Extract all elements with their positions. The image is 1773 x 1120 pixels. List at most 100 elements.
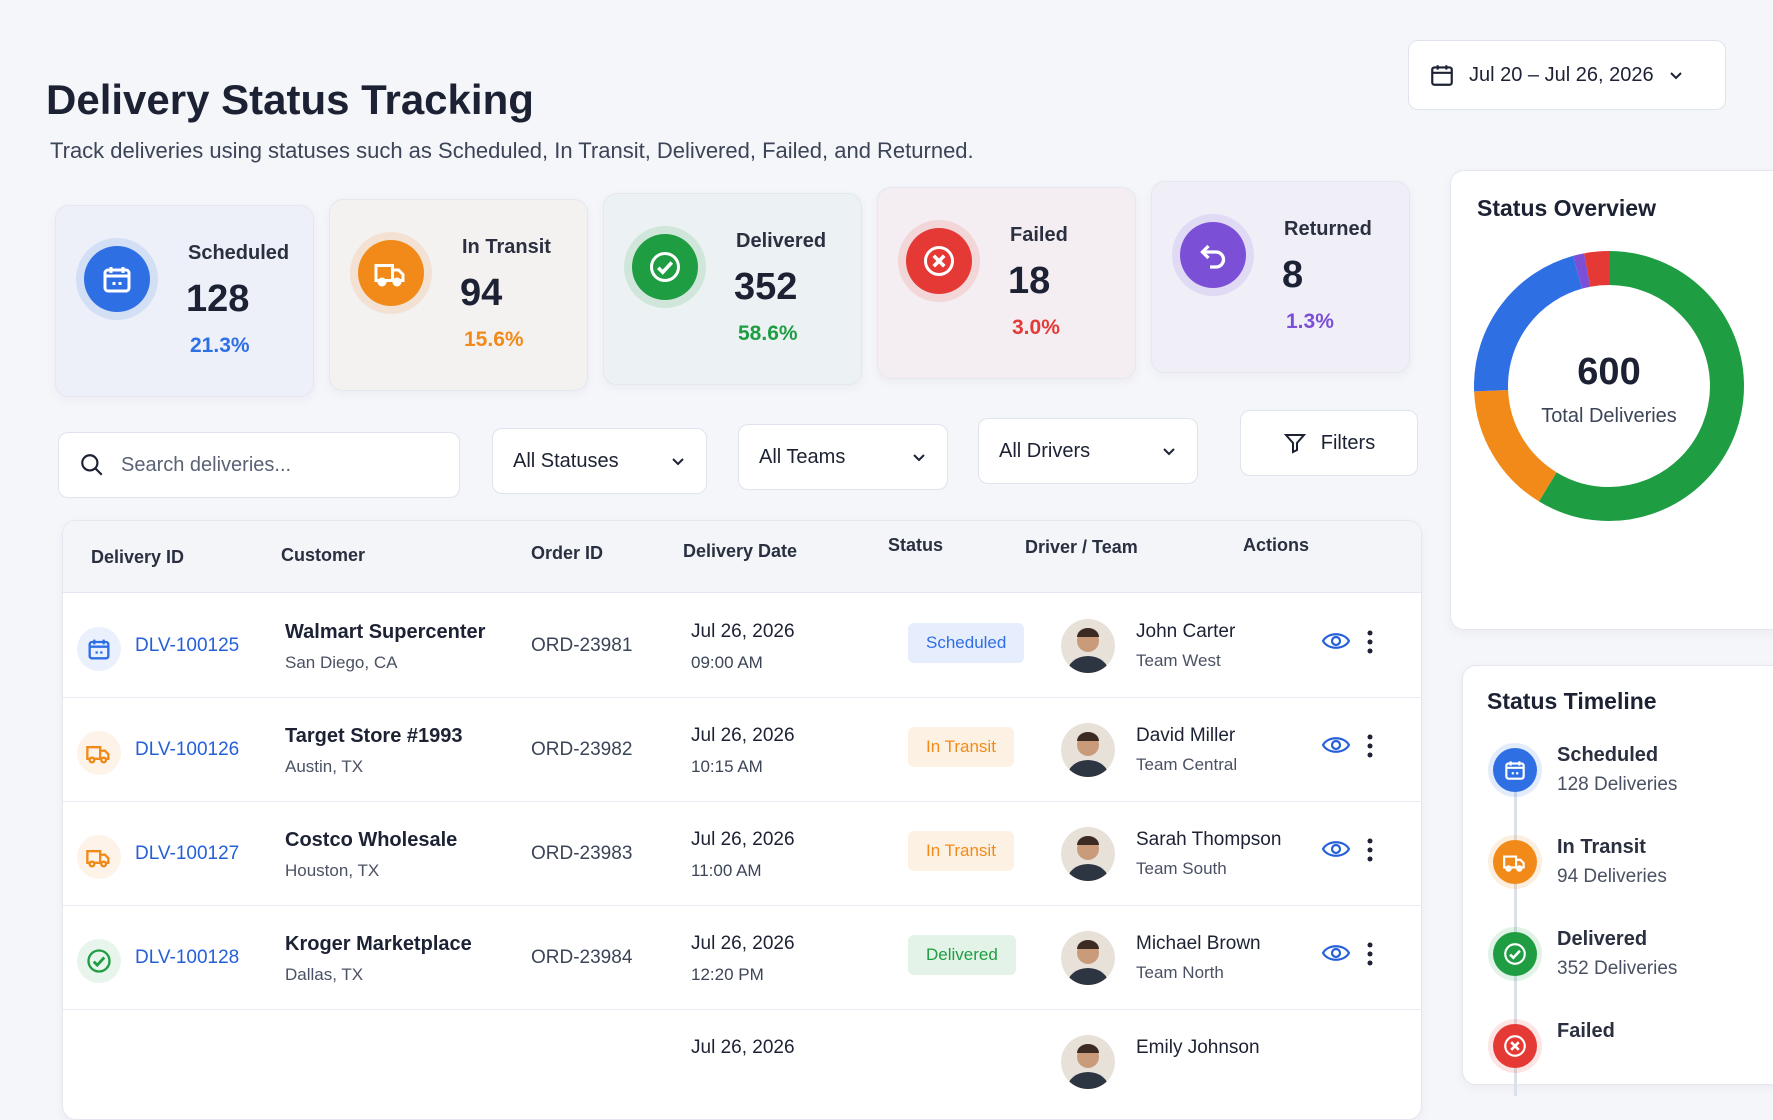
status-icon <box>924 246 954 276</box>
delivery-id[interactable]: DLV-100125 <box>135 635 240 656</box>
icon-circle <box>84 246 150 312</box>
status-icon <box>1503 855 1525 872</box>
stat-value: 352 <box>734 266 798 308</box>
view-button[interactable] <box>1321 629 1351 653</box>
driver-avatar <box>1061 1035 1115 1089</box>
date-range-picker[interactable]: Jul 20 – Jul 26, 2026 <box>1408 40 1726 110</box>
team-filter[interactable]: All Teams <box>738 424 948 490</box>
driver-team: Team South <box>1136 859 1227 878</box>
page-title: Delivery Status Tracking <box>46 76 534 123</box>
page: Delivery Status Tracking Track deliverie… <box>46 40 1773 1120</box>
column-header: Delivery ID <box>91 547 185 567</box>
timeline-dot <box>1493 748 1537 792</box>
row-divider <box>63 801 1421 802</box>
delivery-time: 09:00 AM <box>691 653 763 672</box>
filters-label: Filters <box>1320 431 1376 454</box>
timeline-dot <box>1493 932 1537 976</box>
chevron <box>672 458 684 466</box>
status-filter[interactable]: All Statuses <box>492 428 707 494</box>
view-button[interactable] <box>1321 941 1351 965</box>
stat-card: Scheduled 128 21.3% <box>55 205 314 397</box>
row-icon <box>77 835 121 879</box>
timeline-count: 94 Deliveries <box>1557 866 1667 887</box>
timeline-count: 128 Deliveries <box>1557 774 1678 795</box>
stat-value: 94 <box>460 272 503 314</box>
stat-card: Delivered 352 58.6% <box>603 193 862 385</box>
stat-percent: 21.3% <box>190 334 250 357</box>
icon-circle <box>1180 222 1246 288</box>
delivery-time: 12:20 PM <box>691 965 764 984</box>
more-button[interactable] <box>1363 627 1377 657</box>
order-id: ORD-23984 <box>531 947 633 968</box>
timeline-dot <box>1493 1024 1537 1068</box>
stat-percent: 3.0% <box>1012 316 1060 339</box>
column-header: Order ID <box>531 543 604 563</box>
more-button[interactable] <box>1363 939 1377 969</box>
delivery-id[interactable]: DLV-100128 <box>135 947 240 968</box>
column-header: Actions <box>1243 535 1310 555</box>
timeline-count: 352 Deliveries <box>1557 958 1678 979</box>
order-id: ORD-23983 <box>531 843 633 864</box>
driver-avatar <box>1061 931 1115 985</box>
stat-percent: 15.6% <box>464 328 524 351</box>
stat-label: Scheduled <box>188 242 290 264</box>
kebab-icon <box>1367 838 1373 862</box>
status-timeline-panel: Status Timeline Scheduled 128 Deliveries I… <box>1462 665 1773 1096</box>
driver-name: Emily Johnson <box>1136 1037 1260 1058</box>
timeline-dot <box>1493 840 1537 884</box>
delivery-time: 10:15 AM <box>691 757 763 776</box>
status-icon <box>86 850 110 868</box>
delivery-table: Delivery ID Customer Order ID Delivery Date… <box>62 520 1422 1120</box>
search-box[interactable]: Search deliveries... <box>58 432 460 498</box>
row-icon <box>77 939 121 983</box>
status-overview-panel: Status Overview 600 Total Deliveries <box>1450 170 1773 630</box>
donut-segment <box>1474 251 1744 521</box>
customer-location: Houston, TX <box>285 861 380 880</box>
filters-button[interactable]: Filters <box>1240 410 1418 476</box>
status-badge: Delivered <box>908 935 1016 975</box>
search-icon <box>81 454 103 476</box>
page-subtitle: Track deliveries using statuses such as … <box>50 138 974 163</box>
row-divider <box>63 905 1421 906</box>
avatar-image <box>1067 940 1109 985</box>
driver-filter[interactable]: All Drivers <box>978 418 1198 484</box>
team-filter-label: All Teams <box>759 445 846 468</box>
driver-team: Team North <box>1136 963 1224 982</box>
row-icon <box>77 627 121 671</box>
stat-value: 18 <box>1008 260 1051 302</box>
timeline-label: Failed <box>1557 1020 1615 1042</box>
delivery-id[interactable]: DLV-100127 <box>135 843 240 864</box>
timeline-label: In Transit <box>1557 836 1646 858</box>
status-badge: Scheduled <box>908 623 1025 663</box>
view-button[interactable] <box>1321 837 1351 861</box>
stat-label: Failed <box>1010 224 1068 246</box>
driver-name: John Carter <box>1136 621 1236 642</box>
stat-card: Failed 18 3.0% <box>877 187 1136 379</box>
delivery-id[interactable]: DLV-100126 <box>135 739 240 760</box>
eye-icon <box>1321 841 1351 857</box>
search-placeholder: Search deliveries... <box>121 453 292 476</box>
stat-card: In Transit 94 15.6% <box>329 199 588 391</box>
more-button[interactable] <box>1363 835 1377 865</box>
delivery-date: Jul 26, 2026 <box>691 829 795 850</box>
status-icon <box>650 252 680 282</box>
driver-name: Sarah Thompson <box>1136 829 1282 850</box>
table-header <box>63 521 1421 593</box>
customer-name: Costco Wholesale <box>285 829 458 851</box>
view-button[interactable] <box>1321 733 1351 757</box>
customer-location: San Diego, CA <box>285 653 398 672</box>
stat-label: Delivered <box>736 230 827 252</box>
more-button[interactable] <box>1363 731 1377 761</box>
status-icon <box>88 639 110 660</box>
kebab-icon <box>1367 734 1373 758</box>
status-icon <box>374 264 405 287</box>
total-label: Total Deliveries <box>1541 405 1677 427</box>
avatar-image <box>1067 628 1109 673</box>
eye-icon <box>1321 737 1351 753</box>
status-icon <box>1504 943 1526 965</box>
status-icon <box>103 267 131 293</box>
delivery-date: Jul 26, 2026 <box>691 621 795 642</box>
stat-percent: 1.3% <box>1286 310 1334 333</box>
row-divider <box>63 1009 1421 1010</box>
column-header: Status <box>888 535 944 555</box>
